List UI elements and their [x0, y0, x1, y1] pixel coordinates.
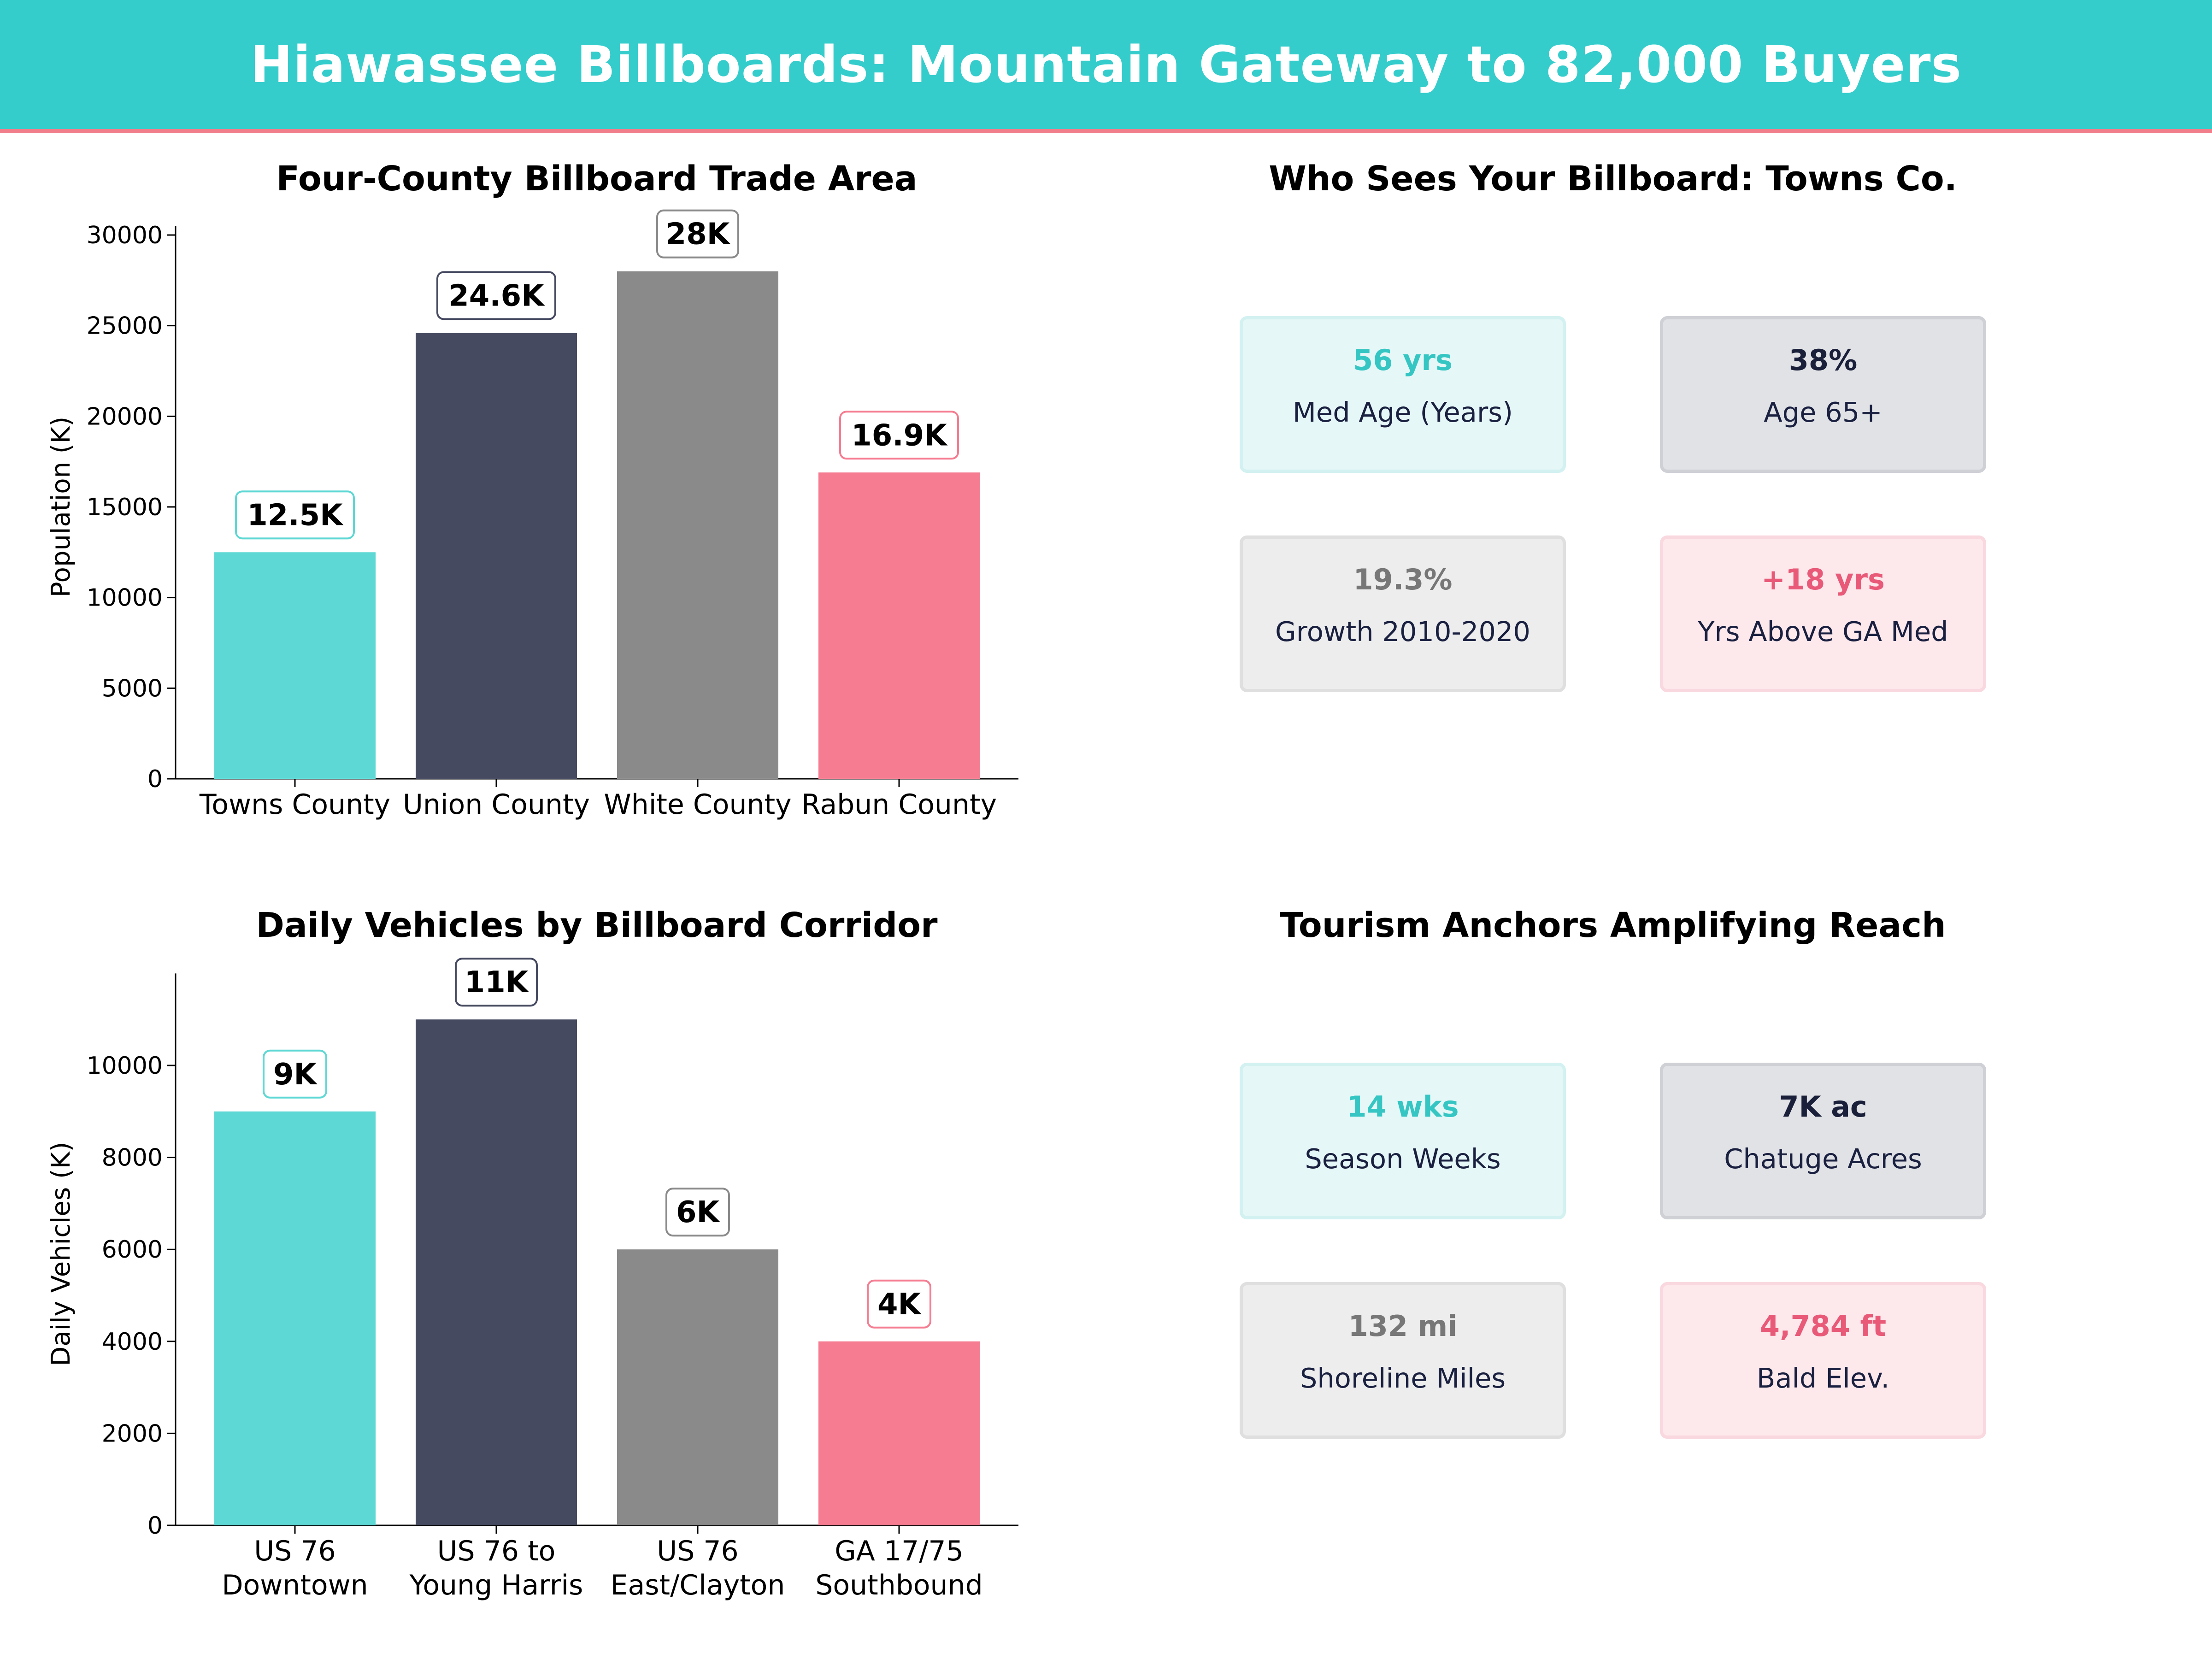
- chart-title-trade-area: Four-County Billboard Trade Area: [276, 159, 918, 199]
- bar: [818, 472, 980, 779]
- data-label: 9K: [273, 1058, 318, 1092]
- y-tick-label: 0: [147, 1512, 163, 1540]
- x-tick-label: US 76: [254, 1535, 335, 1567]
- bar: [617, 271, 778, 779]
- x-tick-label: Young Harris: [409, 1569, 583, 1601]
- data-label: 12.5K: [247, 498, 344, 532]
- data-label-box: [867, 1279, 931, 1329]
- x-tick-label: Southbound: [815, 1569, 982, 1601]
- stat-label: Med Age (Years): [1293, 396, 1513, 428]
- x-tick-label: Union County: [403, 788, 590, 821]
- stat-label: Yrs Above GA Med: [1698, 616, 1948, 647]
- y-tick-label: 4000: [102, 1328, 163, 1356]
- data-label-box: [839, 411, 959, 460]
- data-label: 24.6K: [448, 279, 545, 313]
- bar: [617, 1249, 778, 1525]
- x-tick-label: GA 17/75: [835, 1535, 964, 1567]
- panel-title-demographics: Who Sees Your Billboard: Towns Co.: [1269, 159, 1957, 199]
- data-label: 6K: [676, 1195, 721, 1230]
- stat-value: 38%: [1788, 343, 1858, 377]
- data-label: 4K: [877, 1288, 922, 1322]
- bar: [214, 1111, 376, 1525]
- y-tick-label: 0: [147, 765, 163, 793]
- stat-label: Age 65+: [1764, 396, 1883, 428]
- stat-value: 14 wks: [1347, 1090, 1459, 1124]
- stat-value: 132 mi: [1348, 1309, 1458, 1343]
- data-label: 11K: [465, 965, 529, 1000]
- stat-label: Growth 2010-2020: [1275, 616, 1530, 647]
- y-tick-label: 15000: [87, 494, 163, 521]
- panel-title-tourism: Tourism Anchors Amplifying Reach: [1280, 906, 1946, 945]
- stat-label: Bald Elev.: [1756, 1362, 1890, 1394]
- stat-card-season-weeks: 14 wks Season Weeks: [1240, 1063, 1566, 1219]
- page-title: Hiawassee Billboards: Mountain Gateway t…: [250, 35, 1962, 94]
- data-label-box: [235, 490, 355, 540]
- stat-value: +18 yrs: [1761, 563, 1885, 596]
- bar: [416, 333, 577, 779]
- data-label-box: [665, 1188, 730, 1237]
- header-banner: Hiawassee Billboards: Mountain Gateway t…: [0, 0, 2212, 133]
- data-label: 28K: [666, 218, 731, 252]
- y-tick-label: 2000: [102, 1420, 163, 1447]
- y-tick-label: 25000: [87, 312, 163, 340]
- stat-value: 4,784 ft: [1759, 1309, 1887, 1343]
- stat-value: 56 yrs: [1353, 343, 1453, 377]
- y-tick-label: 20000: [87, 403, 163, 430]
- data-label-box: [263, 1049, 327, 1099]
- y-tick-label: 8000: [102, 1144, 163, 1172]
- stat-label: Season Weeks: [1305, 1143, 1501, 1175]
- y-tick-label: 30000: [87, 222, 163, 249]
- x-tick-label: US 76: [657, 1535, 738, 1567]
- y-tick-label: 6000: [102, 1236, 163, 1264]
- stat-card-shoreline-miles: 132 mi Shoreline Miles: [1240, 1282, 1566, 1439]
- y-tick-label: 10000: [87, 584, 163, 612]
- stat-value: 7K ac: [1779, 1090, 1867, 1124]
- x-tick-label: US 76 to: [437, 1535, 556, 1567]
- x-tick-label: Towns County: [199, 788, 390, 821]
- x-tick-label: Rabun County: [801, 788, 997, 821]
- bar: [818, 1341, 980, 1525]
- data-label-box: [455, 958, 538, 1007]
- y-axis-label: Population (K): [46, 417, 76, 597]
- stat-card-bald-elevation: 4,784 ft Bald Elev.: [1660, 1282, 1986, 1439]
- bar: [214, 552, 376, 779]
- stat-value: 19.3%: [1353, 563, 1453, 596]
- stat-card-chatuge-acres: 7K ac Chatuge Acres: [1660, 1063, 1986, 1219]
- x-tick-label: White County: [604, 788, 791, 821]
- stat-label: Chatuge Acres: [1724, 1143, 1922, 1175]
- stat-card-years-above-ga: +18 yrs Yrs Above GA Med: [1660, 535, 1986, 692]
- x-tick-label: East/Clayton: [611, 1569, 785, 1601]
- data-label: 16.9K: [851, 418, 948, 453]
- bar: [416, 1019, 577, 1525]
- y-tick-label: 10000: [87, 1052, 163, 1080]
- x-tick-label: Downtown: [222, 1569, 368, 1601]
- stat-card-growth: 19.3% Growth 2010-2020: [1240, 535, 1566, 692]
- stat-card-age-65: 38% Age 65+: [1660, 316, 1986, 473]
- y-axis-label: Daily Vehicles (K): [46, 1142, 76, 1366]
- stat-label: Shoreline Miles: [1300, 1362, 1506, 1394]
- y-tick-label: 5000: [102, 675, 163, 702]
- data-label-box: [436, 271, 556, 320]
- chart-title-daily-vehicles: Daily Vehicles by Billboard Corridor: [256, 906, 938, 945]
- stat-card-median-age: 56 yrs Med Age (Years): [1240, 316, 1566, 473]
- data-label-box: [656, 209, 739, 259]
